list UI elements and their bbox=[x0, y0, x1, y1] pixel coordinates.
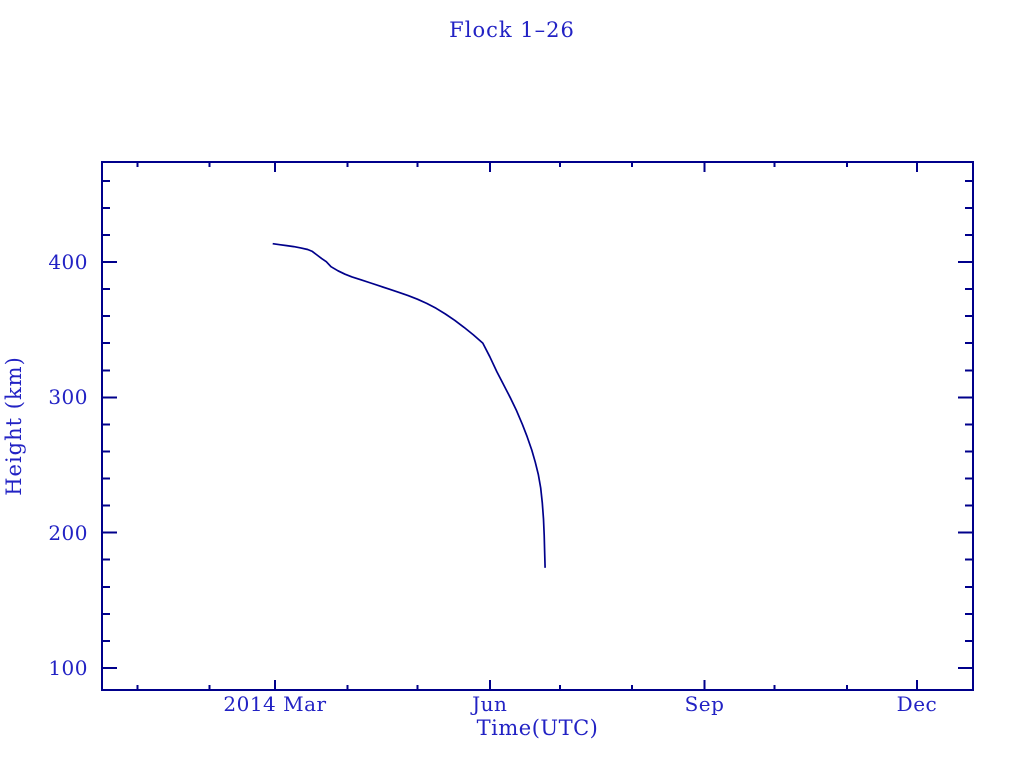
y-tick-label: 300 bbox=[48, 385, 88, 410]
data-line-orbit-height-km bbox=[272, 242, 546, 568]
x-tick-label: Sep bbox=[684, 692, 725, 716]
x-tick-label: Dec bbox=[896, 692, 938, 716]
chart-title: Flock 1–26 bbox=[449, 18, 575, 42]
x-axis-label: Time(UTC) bbox=[476, 716, 599, 740]
x-tick-label: 2014 Mar bbox=[223, 692, 327, 716]
y-tick-label: 100 bbox=[48, 655, 88, 680]
y-tick-label: 200 bbox=[48, 520, 88, 545]
plot-frame bbox=[101, 161, 974, 691]
y-tick-label: 400 bbox=[48, 249, 88, 274]
x-tick-label: Jun bbox=[472, 692, 508, 716]
